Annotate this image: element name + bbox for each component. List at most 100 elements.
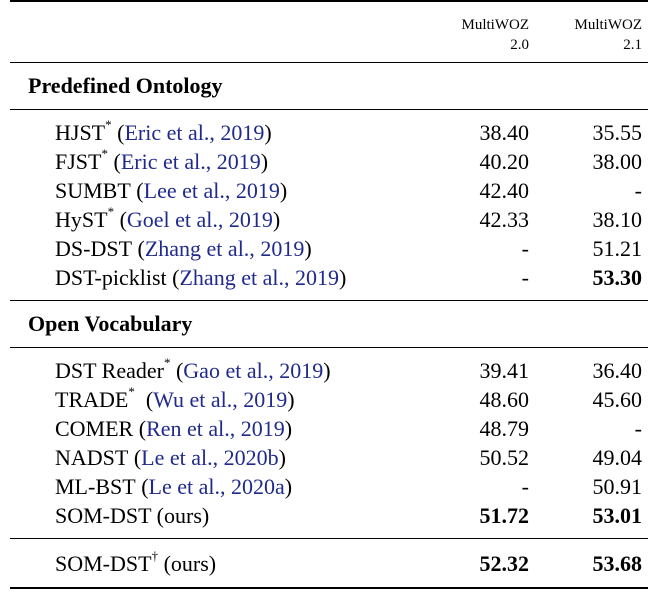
cite-close: ): [272, 206, 281, 232]
value-multiwoz-2-1: 38.10: [592, 206, 643, 232]
citation-author[interactable]: Le et al.,: [148, 473, 226, 499]
cite-close: ): [304, 235, 312, 261]
table-row: FJST* (Eric et al., 2019) 40.20 38.00: [10, 145, 648, 176]
method-suffix: (ours): [158, 551, 217, 576]
citation-year[interactable]: 2019: [228, 206, 273, 232]
citation-author[interactable]: Gao et al.,: [183, 357, 274, 383]
value-multiwoz-2-0-best: 51.72: [479, 502, 530, 528]
header-row: MultiWOZ 2.0 MultiWOZ 2.1: [10, 1, 648, 63]
section-title: Open Vocabulary: [28, 311, 193, 336]
method-mark: *: [128, 383, 135, 399]
value-multiwoz-2-0: -: [521, 264, 529, 290]
method-cell: DS-DST (Zhang et al., 2019): [10, 234, 415, 263]
table-row: DS-DST (Zhang et al., 2019) - 51.21: [10, 234, 648, 263]
section-final: SOM-DST† (ours) 52.32 53.68: [10, 538, 648, 588]
cite-open: (: [128, 444, 142, 470]
value-multiwoz-2-0: 48.79: [479, 415, 530, 441]
citation-author[interactable]: Eric et al.,: [124, 119, 215, 145]
value-multiwoz-2-0: 50.52: [479, 444, 530, 470]
citation-author[interactable]: Eric et al.,: [120, 148, 212, 174]
section-open-vocabulary: Open Vocabulary DST Reader* (Gao et al.,…: [10, 300, 648, 539]
value-multiwoz-2-0: -: [521, 473, 529, 499]
final-row: SOM-DST† (ours) 52.32 53.68: [10, 538, 648, 588]
method-name: HyST: [55, 206, 108, 232]
method-cell: COMER (Ren et al., 2019): [10, 414, 415, 443]
method-mark: *: [163, 354, 171, 370]
method-cell: DST-picklist (Zhang et al., 2019): [10, 263, 415, 301]
method-name: SOM-DST (ours): [55, 502, 210, 528]
table-row: SOM-DST (ours) 51.72 53.01: [10, 501, 648, 539]
citation-year[interactable]: 2020a: [230, 473, 285, 499]
method-name: SUMBT: [55, 177, 131, 203]
dagger-mark: †: [151, 548, 159, 563]
citation-author[interactable]: Wu et al.,: [153, 386, 238, 412]
cite-open: (: [107, 148, 121, 174]
value-multiwoz-2-1: -: [634, 415, 642, 441]
table-row: HJST* (Eric et al., 2019) 38.40 35.55: [10, 109, 648, 148]
cite-open: (: [134, 386, 154, 412]
method-name: DS-DST: [55, 235, 133, 261]
citation-author[interactable]: Le et al.,: [141, 444, 219, 470]
citation-year[interactable]: 2019: [243, 386, 288, 412]
citation-author[interactable]: Zhang et al.,: [179, 264, 290, 290]
table-row: DST Reader* (Gao et al., 2019) 39.41 36.…: [10, 347, 648, 386]
value-multiwoz-2-0: 40.20: [479, 148, 530, 174]
value-multiwoz-2-1: 50.91: [592, 473, 643, 499]
cite-open: (: [114, 206, 127, 232]
cite-close: ): [287, 386, 295, 412]
citation-author[interactable]: Lee et al.,: [143, 177, 231, 203]
value-multiwoz-2-1: 49.04: [592, 444, 643, 470]
cite-close: ): [323, 357, 331, 383]
method-cell: DST Reader* (Gao et al., 2019): [10, 348, 415, 386]
table-row: DST-picklist (Zhang et al., 2019) - 53.3…: [10, 263, 648, 301]
cite-close: ): [279, 177, 288, 203]
method-mark: *: [107, 203, 115, 219]
cite-open: (: [133, 415, 147, 441]
cite-open: (: [111, 119, 125, 145]
value-multiwoz-2-1-best: 53.30: [592, 264, 643, 290]
method-cell: NADST (Le et al., 2020b): [10, 443, 415, 472]
section-header-row: Open Vocabulary: [10, 300, 648, 348]
citation-year[interactable]: 2019: [260, 235, 305, 261]
section-header-row: Predefined Ontology: [10, 62, 648, 110]
citation-year[interactable]: 2019: [220, 119, 265, 145]
header-multiwoz-2-1-version: 2.1: [623, 37, 642, 53]
value-multiwoz-2-0-final: 52.32: [479, 551, 530, 576]
method-name: TRADE: [55, 386, 129, 412]
method-cell: SOM-DST (ours): [10, 501, 415, 539]
cite-close: ): [260, 148, 269, 174]
value-multiwoz-2-0: 39.41: [479, 357, 530, 383]
cite-open: (: [170, 357, 184, 383]
method-cell: TRADE* (Wu et al., 2019): [10, 383, 415, 414]
cite-open: (: [132, 235, 145, 261]
table-row: ML-BST (Le et al., 2020a) - 50.91: [10, 472, 648, 501]
header-multiwoz-2-0-version: 2.0: [510, 37, 529, 53]
citation-year[interactable]: 2019: [279, 357, 324, 383]
method-name: FJST: [55, 148, 102, 174]
citation-year[interactable]: 2020b: [223, 444, 279, 470]
method-cell: SUMBT (Lee et al., 2019): [10, 176, 415, 205]
citation-year[interactable]: 2019: [294, 264, 339, 290]
method-cell: ML-BST (Le et al., 2020a): [10, 472, 415, 501]
header-multiwoz-2-1: MultiWOZ 2.1: [535, 1, 648, 63]
citation-author[interactable]: Zhang et al.,: [144, 235, 255, 261]
method-name: HJST: [55, 119, 106, 145]
table-row: TRADE* (Wu et al., 2019) 48.60 45.60: [10, 383, 648, 414]
method-mark: *: [101, 145, 108, 161]
citation-author[interactable]: Goel et al.,: [126, 206, 224, 232]
cite-close: ): [264, 119, 272, 145]
cite-open: (: [166, 264, 180, 290]
citation-year[interactable]: 2019: [240, 415, 285, 441]
method-name: DST Reader: [55, 357, 164, 383]
cite-close: ): [278, 444, 286, 470]
value-multiwoz-2-0: 42.33: [479, 206, 530, 232]
results-table: MultiWOZ 2.0 MultiWOZ 2.1 Predefined Ont…: [10, 0, 648, 589]
method-cell: FJST* (Eric et al., 2019): [10, 145, 415, 176]
method-name: ML-BST: [55, 473, 136, 499]
method-name: COMER: [55, 415, 134, 441]
value-multiwoz-2-1: -: [634, 177, 642, 203]
citation-year[interactable]: 2019: [235, 177, 280, 203]
value-multiwoz-2-0: 38.40: [479, 119, 530, 145]
citation-author[interactable]: Ren et al.,: [146, 415, 236, 441]
citation-year[interactable]: 2019: [216, 148, 261, 174]
